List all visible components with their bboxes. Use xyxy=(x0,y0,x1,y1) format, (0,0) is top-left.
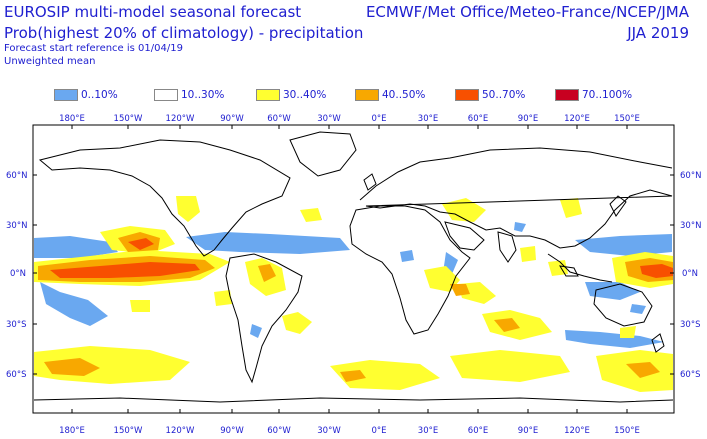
lon-label-bottom: 120°W xyxy=(166,426,195,436)
legend-label: 70..100% xyxy=(582,89,633,101)
lon-label-top: 60°E xyxy=(468,114,488,124)
forecast-title: EUROSIP multi-model seasonal forecast xyxy=(4,3,302,21)
probability-50-70-areas xyxy=(50,238,673,278)
lat-label-left: 30°S xyxy=(6,320,26,330)
legend-swatch xyxy=(154,89,178,101)
latitude-ticks: 60°N 30°N 0°N 30°S 60°S 60°N 30°N 0°N 30… xyxy=(6,171,701,380)
lat-label-left: 30°N xyxy=(6,221,27,231)
lon-label-top: 90°W xyxy=(220,114,244,124)
legend-item-10-30: 10..30% xyxy=(154,89,224,101)
lon-label-top: 90°E xyxy=(518,114,538,124)
lon-label-bottom: 60°E xyxy=(468,426,488,436)
legend-swatch xyxy=(555,89,579,101)
forecast-start-reference: Forecast start reference is 01/04/19 xyxy=(4,43,183,54)
lon-label-top: 60°W xyxy=(267,114,291,124)
world-probability-map: 180°E 150°W 120°W 90°W 60°W 30°W 0°E 30°… xyxy=(6,114,701,436)
lat-label-right: 30°S xyxy=(680,320,700,330)
lon-label-top: 150°E xyxy=(614,114,640,124)
lon-label-top: 120°E xyxy=(564,114,590,124)
lat-label-left: 0°N xyxy=(10,269,26,279)
forecast-variable: Prob(highest 20% of climatology) - preci… xyxy=(4,24,364,42)
legend-swatch xyxy=(256,89,280,101)
lon-label-bottom: 0°E xyxy=(371,426,386,436)
longitude-ticks: 180°E 150°W 120°W 90°W 60°W 30°W 0°E 30°… xyxy=(59,114,640,436)
lon-label-bottom: 60°W xyxy=(267,426,291,436)
legend-swatch xyxy=(355,89,379,101)
lon-label-bottom: 90°W xyxy=(220,426,244,436)
lon-label-top: 30°W xyxy=(317,114,341,124)
lon-label-bottom: 150°W xyxy=(114,426,143,436)
probability-legend: 0..10% 10..30% 30..40% 40..50% 50..70% 7… xyxy=(0,89,707,103)
season-label: JJA 2019 xyxy=(627,24,689,42)
legend-label: 40..50% xyxy=(382,89,426,101)
lon-label-top: 30°E xyxy=(418,114,438,124)
lon-label-bottom: 150°E xyxy=(614,426,640,436)
lon-label-bottom: 120°E xyxy=(564,426,590,436)
legend-swatch xyxy=(455,89,479,101)
lat-tick-marks xyxy=(33,174,674,375)
legend-item-70-100: 70..100% xyxy=(555,89,632,101)
lat-label-right: 60°N xyxy=(680,171,701,181)
lat-label-left: 60°S xyxy=(6,370,26,380)
lon-label-top: 150°W xyxy=(114,114,143,124)
lon-tick-marks xyxy=(71,125,628,413)
lon-label-top: 120°W xyxy=(166,114,195,124)
lon-label-top: 0°E xyxy=(371,114,386,124)
centres-list: ECMWF/Met Office/Meteo-France/NCEP/JMA xyxy=(365,3,689,21)
legend-item-30-40: 30..40% xyxy=(256,89,326,101)
legend-label: 0..10% xyxy=(81,89,118,101)
lon-label-bottom: 30°W xyxy=(317,426,341,436)
coastlines xyxy=(33,131,674,403)
legend-item-50-70: 50..70% xyxy=(455,89,525,101)
legend-item-0-10: 0..10% xyxy=(54,89,118,101)
legend-item-40-50: 40..50% xyxy=(355,89,425,101)
legend-label: 30..40% xyxy=(283,89,327,101)
lat-label-right: 60°S xyxy=(680,370,700,380)
legend-label: 50..70% xyxy=(482,89,526,101)
probability-fields xyxy=(34,196,673,392)
lon-label-bottom: 90°E xyxy=(518,426,538,436)
lon-label-top: 180°E xyxy=(59,114,85,124)
lat-label-right: 0°N xyxy=(682,269,698,279)
legend-label: 10..30% xyxy=(181,89,225,101)
lat-label-right: 30°N xyxy=(680,221,701,231)
mean-type: Unweighted mean xyxy=(4,56,96,67)
lon-label-bottom: 30°E xyxy=(418,426,438,436)
legend-swatch xyxy=(54,89,78,101)
lon-label-bottom: 180°E xyxy=(59,426,85,436)
lat-label-left: 60°N xyxy=(6,171,27,181)
